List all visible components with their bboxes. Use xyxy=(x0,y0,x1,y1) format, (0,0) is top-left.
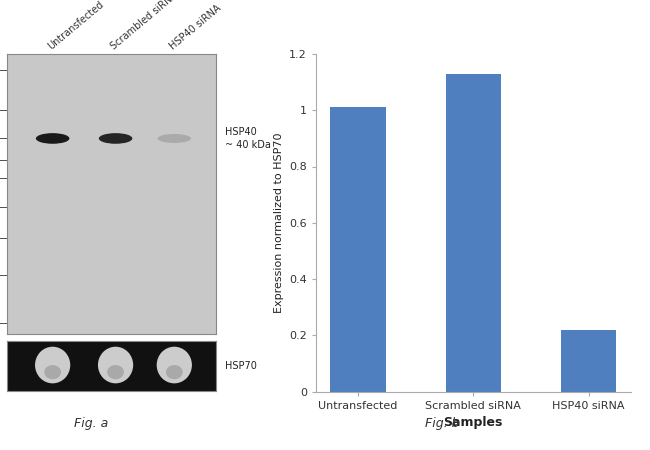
Ellipse shape xyxy=(99,133,133,144)
Text: HSP40 siRNA: HSP40 siRNA xyxy=(168,3,223,51)
Text: HSP70: HSP70 xyxy=(225,361,257,371)
X-axis label: Samples: Samples xyxy=(443,416,503,429)
Ellipse shape xyxy=(157,134,191,143)
Bar xyxy=(445,74,501,392)
Text: Fig. a: Fig. a xyxy=(74,417,108,429)
Text: HSP40
~ 40 kDa: HSP40 ~ 40 kDa xyxy=(225,127,270,150)
Ellipse shape xyxy=(107,365,124,379)
Ellipse shape xyxy=(35,346,70,383)
Ellipse shape xyxy=(36,133,70,144)
Text: Scrambled siRNA: Scrambled siRNA xyxy=(109,0,180,51)
Text: Untransfected: Untransfected xyxy=(46,0,106,51)
Bar xyxy=(561,329,616,392)
Text: Fig. b: Fig. b xyxy=(424,417,460,429)
Ellipse shape xyxy=(98,346,133,383)
Ellipse shape xyxy=(44,365,61,379)
Ellipse shape xyxy=(157,346,192,383)
Ellipse shape xyxy=(166,365,183,379)
Bar xyxy=(330,108,385,392)
Y-axis label: Expression normalized to HSP70: Expression normalized to HSP70 xyxy=(274,132,283,313)
